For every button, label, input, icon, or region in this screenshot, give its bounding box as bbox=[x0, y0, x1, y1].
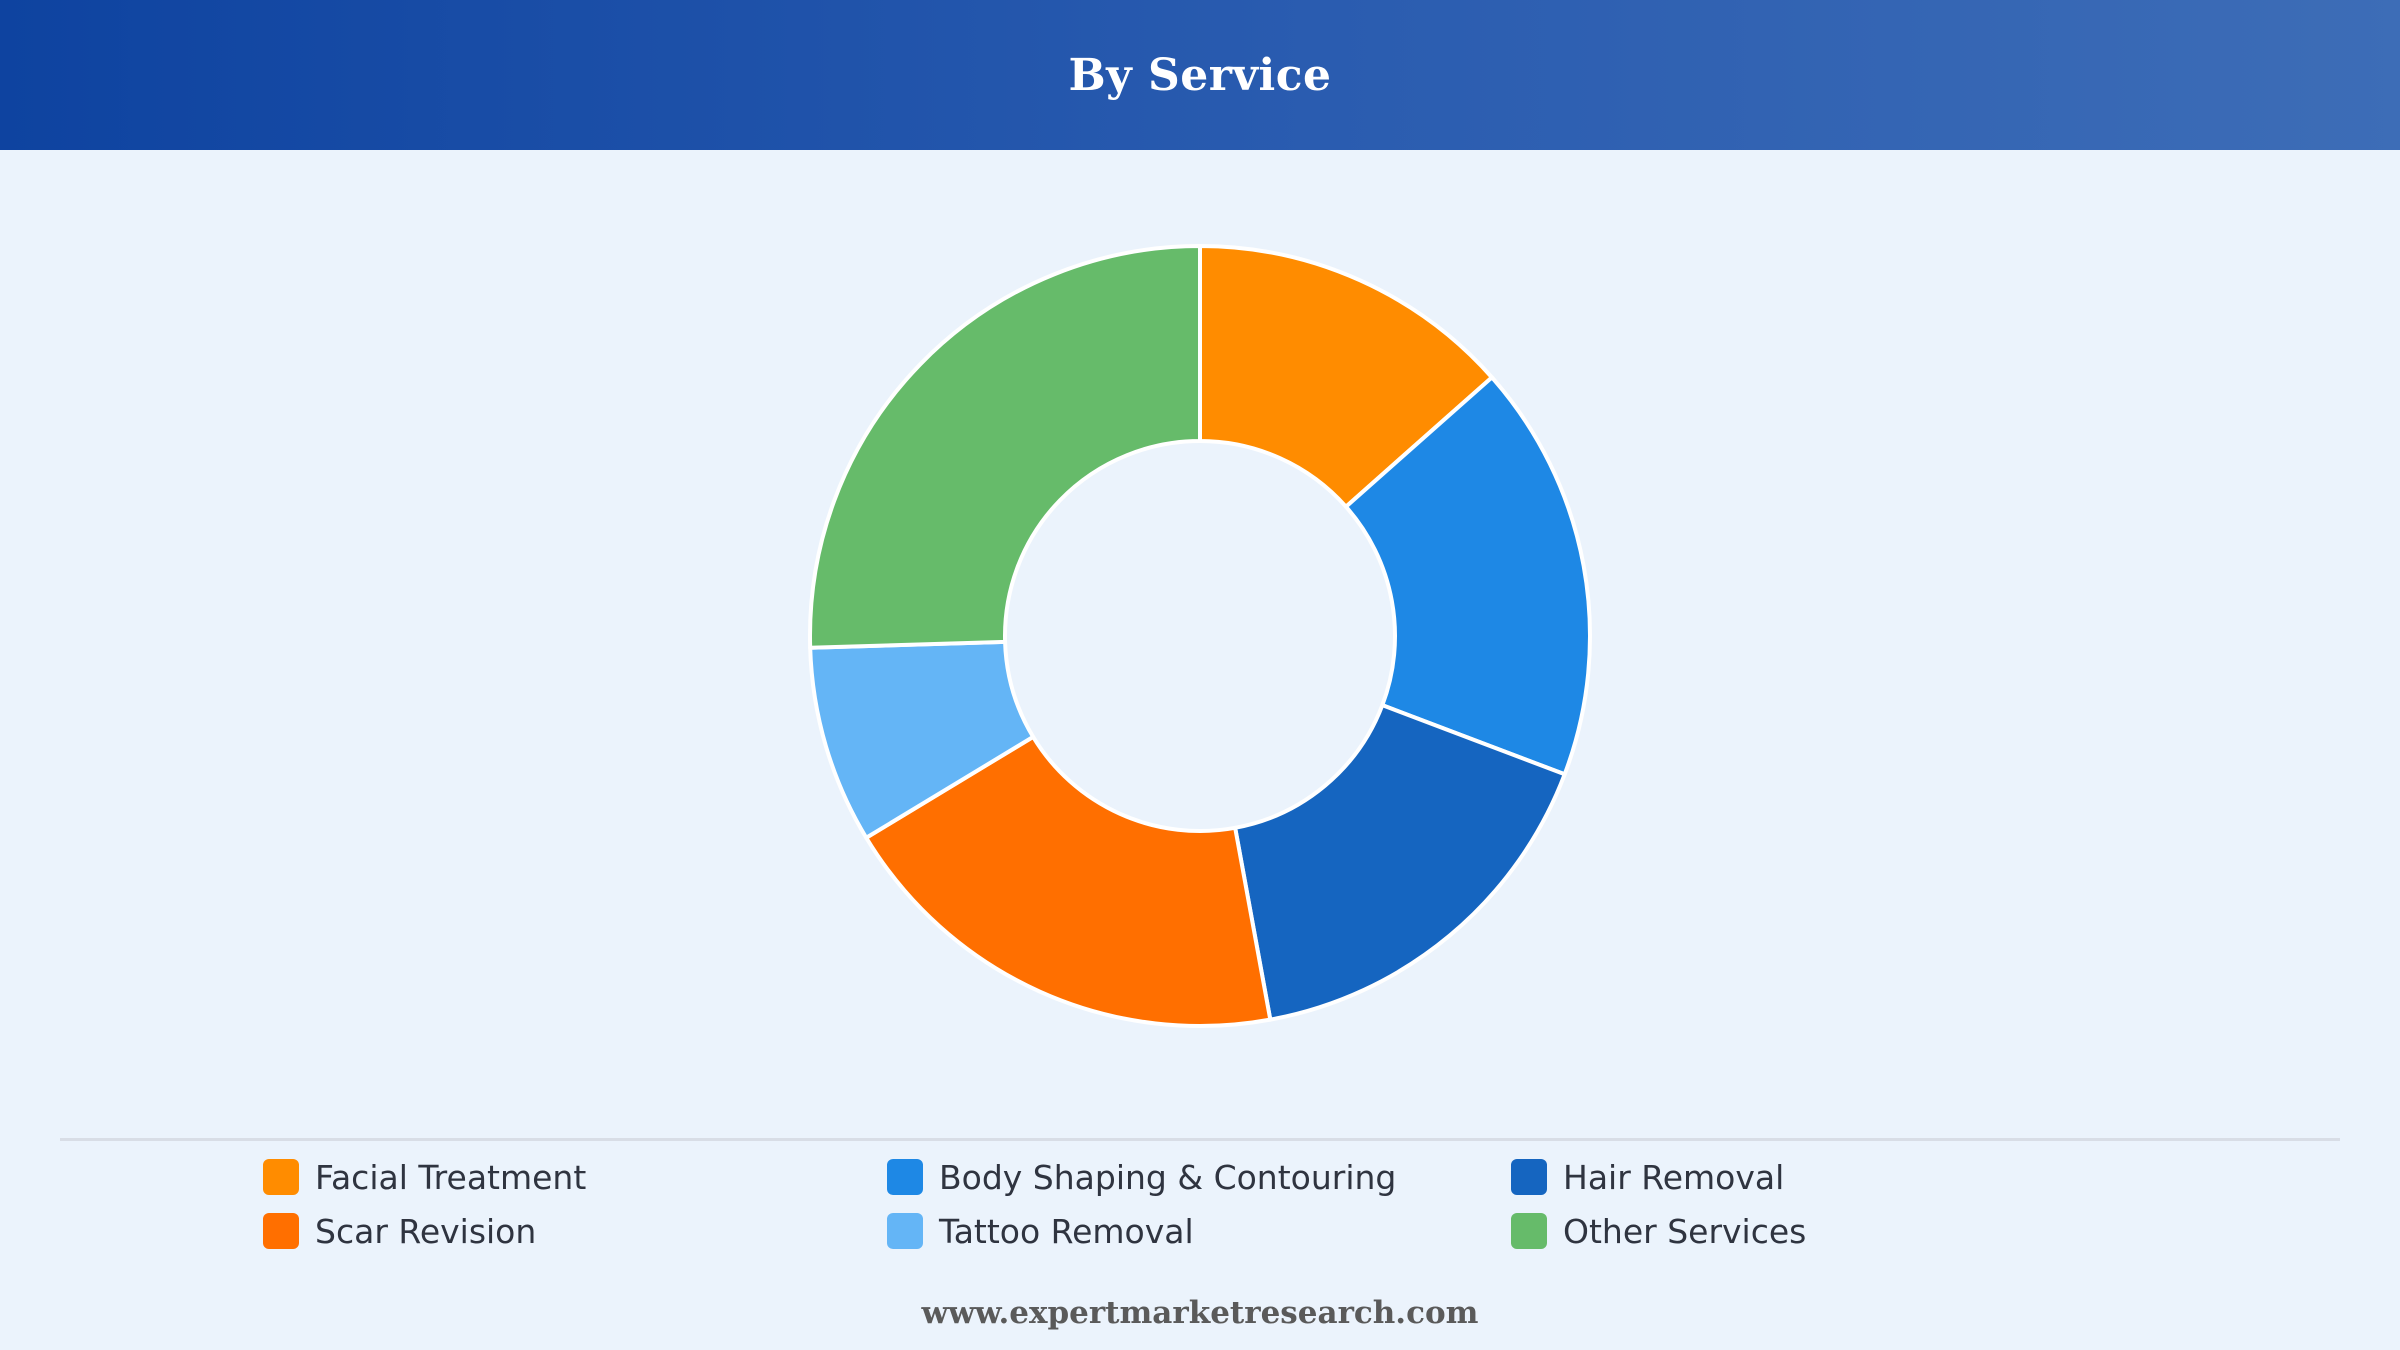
legend-swatch bbox=[1511, 1213, 1547, 1249]
legend-swatch bbox=[263, 1159, 299, 1195]
legend-label: Hair Removal bbox=[1563, 1157, 1785, 1197]
legend-item-hair-removal[interactable]: Hair Removal bbox=[1511, 1152, 1784, 1202]
chart-title: By Service bbox=[1068, 49, 1332, 101]
donut-slice-scar-revision[interactable] bbox=[864, 734, 1273, 1028]
legend-label: Other Services bbox=[1563, 1211, 1807, 1251]
legend-divider bbox=[60, 1138, 2340, 1141]
legend-label: Facial Treatment bbox=[315, 1157, 587, 1197]
legend-item-scar-revision[interactable]: Scar Revision bbox=[263, 1206, 536, 1256]
legend-swatch bbox=[887, 1159, 923, 1195]
chart-legend: Facial Treatment Body Shaping & Contouri… bbox=[263, 1152, 2163, 1272]
legend-label: Scar Revision bbox=[315, 1211, 537, 1251]
source-footer: www.expertmarketresearch.com bbox=[921, 1295, 1479, 1331]
legend-swatch bbox=[263, 1213, 299, 1249]
legend-label: Body Shaping & Contouring bbox=[939, 1157, 1397, 1197]
donut-slice-other-services[interactable] bbox=[808, 244, 1202, 650]
legend-item-tattoo-removal[interactable]: Tattoo Removal bbox=[887, 1206, 1194, 1256]
legend-item-body-shaping-contouring[interactable]: Body Shaping & Contouring bbox=[887, 1152, 1396, 1202]
legend-item-other-services[interactable]: Other Services bbox=[1511, 1206, 1806, 1256]
donut-slice-body-shaping-contouring[interactable] bbox=[1343, 375, 1592, 777]
donut-slice-hair-removal[interactable] bbox=[1233, 703, 1567, 1022]
legend-item-facial-treatment[interactable]: Facial Treatment bbox=[263, 1152, 586, 1202]
legend-swatch bbox=[1511, 1159, 1547, 1195]
legend-swatch bbox=[887, 1213, 923, 1249]
legend-label: Tattoo Removal bbox=[939, 1211, 1194, 1251]
chart-header: By Service bbox=[0, 0, 2400, 150]
